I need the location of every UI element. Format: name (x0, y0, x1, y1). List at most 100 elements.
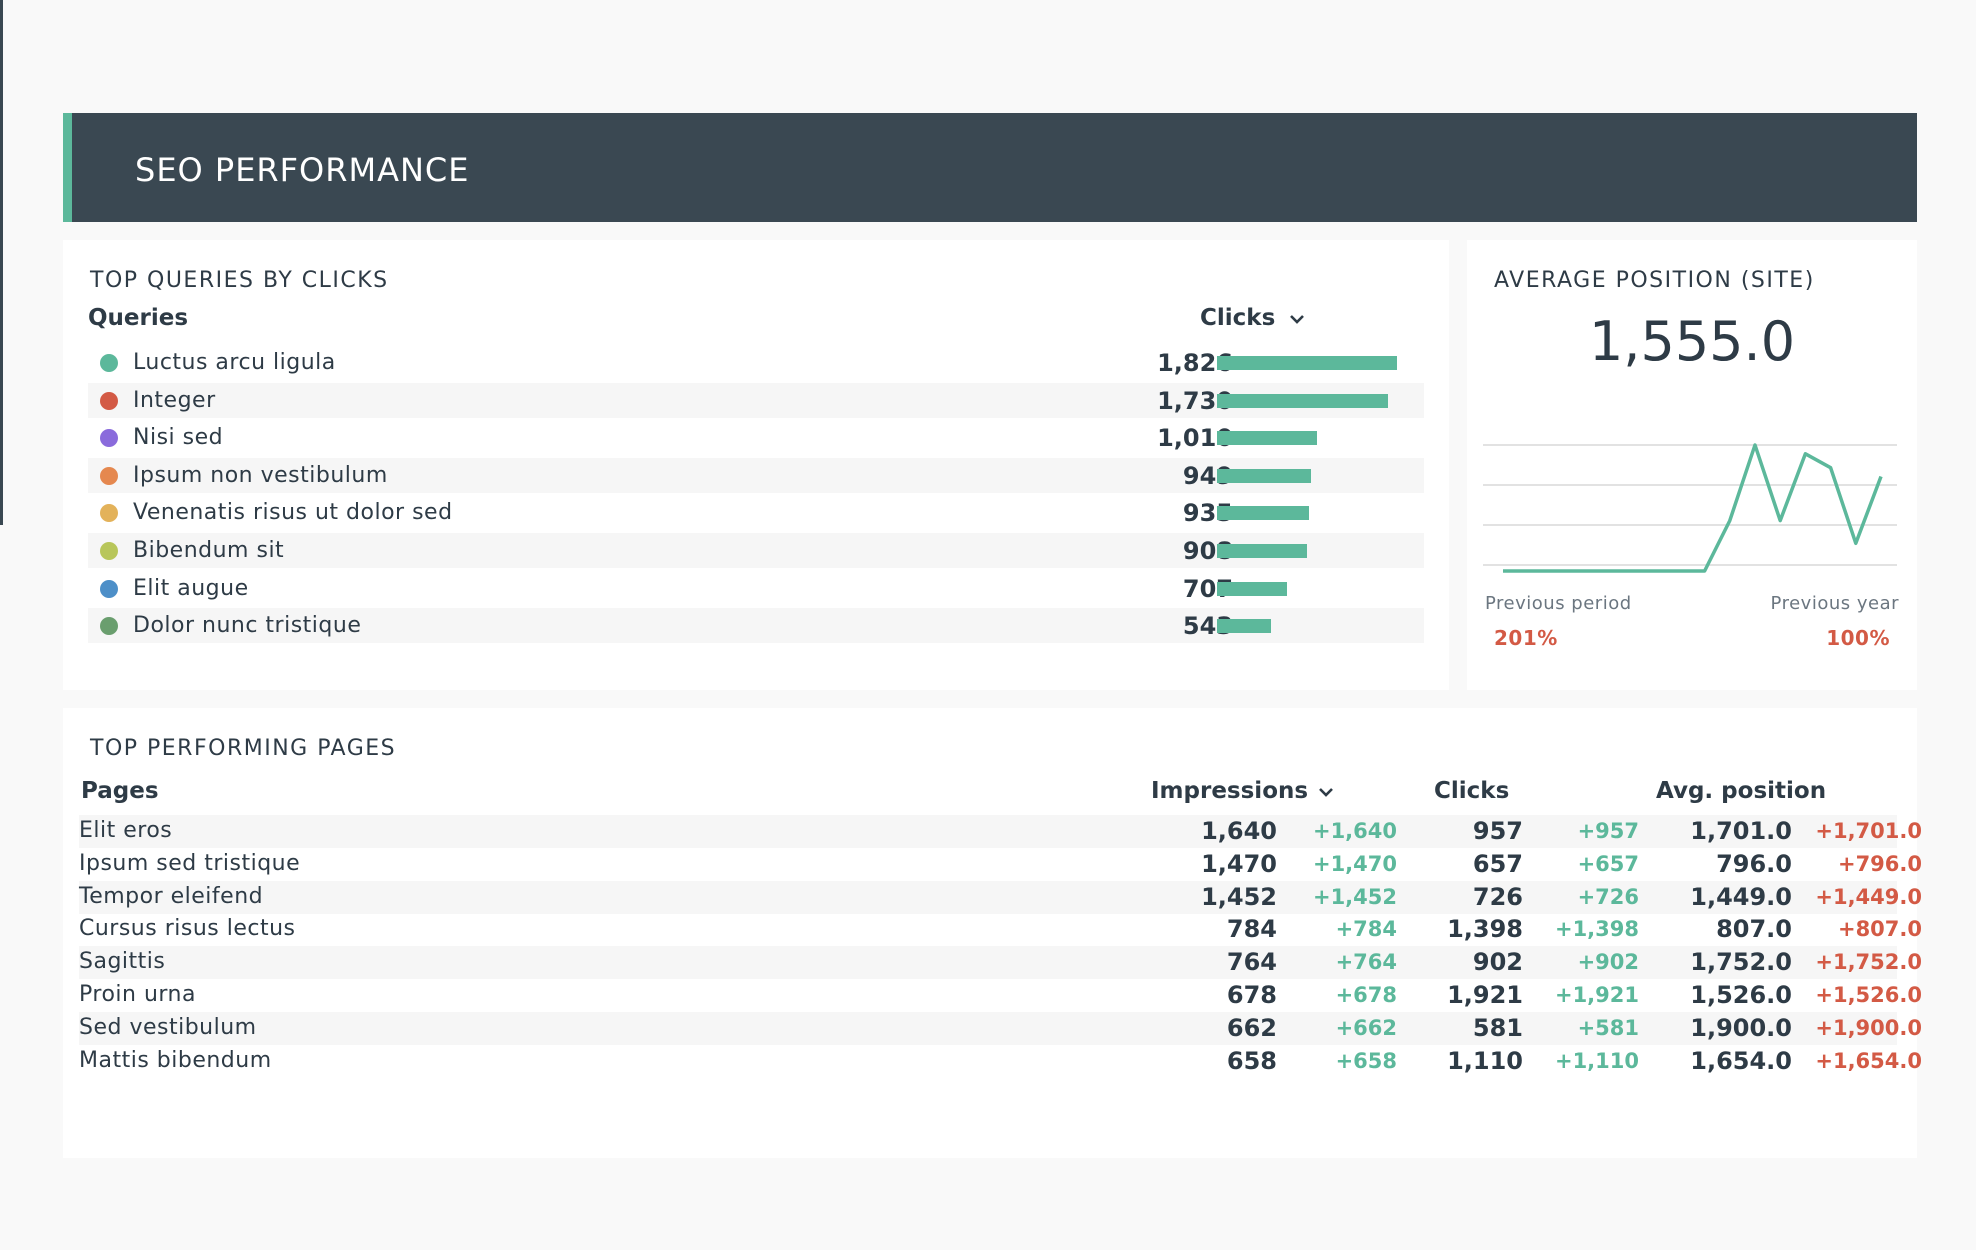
series-dot (100, 354, 118, 372)
clicks-column-header[interactable]: Clicks (1434, 778, 1510, 804)
page-row[interactable]: Proin urna 678 +678 1,921 +1,921 1,526.0 +1,52… (79, 979, 1922, 1012)
pages-column-header: Pages (81, 778, 159, 804)
impressions-value: 1,640 (1201, 817, 1277, 845)
query-clicks-bar (1217, 581, 1287, 596)
avg-position-value: 1,900.0 (1690, 1013, 1792, 1042)
impressions-sort-header[interactable]: Impressions (1151, 778, 1334, 804)
dashboard-title: SEO PERFORMANCE (135, 151, 470, 189)
avg-position-delta: +1,752.0 (1815, 950, 1922, 975)
avg-position-delta: +1,449.0 (1815, 884, 1922, 909)
avg-position-delta: +1,701.0 (1815, 819, 1922, 843)
impressions-value: 678 (1226, 981, 1277, 1009)
query-row[interactable]: Dolor nunc tristique 543 (88, 608, 1424, 644)
query-label: Dolor nunc tristique (133, 613, 362, 639)
clicks-column-label: Clicks (1200, 305, 1276, 331)
left-edge-bar (0, 0, 3, 525)
impressions-delta: +662 (1335, 1015, 1397, 1040)
avg-position-column-header[interactable]: Avg. position (1656, 778, 1827, 804)
impressions-value: 658 (1226, 1046, 1277, 1075)
series-dot (100, 429, 118, 448)
query-clicks-bar (1217, 544, 1307, 558)
impressions-value: 764 (1226, 948, 1277, 977)
dashboard-header: SEO PERFORMANCE (63, 113, 1917, 222)
impressions-value: 662 (1226, 1013, 1277, 1042)
avg-position-value: 1,526.0 (1690, 981, 1792, 1009)
page-label: Sed vestibulum (79, 1014, 257, 1040)
query-row[interactable]: Bibendum sit 908 (88, 533, 1424, 568)
avg-position-value: 1,701.0 (1690, 817, 1792, 845)
page-row[interactable]: Elit eros 1,640 +1,640 957 +957 1,701.0 +1,701… (79, 815, 1922, 848)
clicks-delta: +902 (1577, 950, 1639, 975)
series-dot (100, 579, 118, 598)
previous-year-value: 100% (1826, 626, 1890, 650)
query-label: Elit augue (133, 575, 249, 601)
impressions-value: 1,470 (1201, 849, 1277, 878)
query-row[interactable]: Ipsum non vestibulum 949 (88, 457, 1424, 493)
series-dot (100, 466, 118, 485)
clicks-value: 1,921 (1447, 981, 1523, 1009)
series-dot (100, 391, 118, 410)
page-row[interactable]: Sagittis 764 +764 902 +902 1,752.0 +1,752.0 (79, 946, 1922, 980)
series-dot (100, 504, 118, 523)
query-clicks-bar (1217, 356, 1397, 370)
avg-position-value: 796.0 (1716, 849, 1792, 878)
query-row[interactable]: Venenatis risus ut dolor sed 935 (88, 495, 1424, 530)
query-clicks-bar (1217, 468, 1311, 483)
clicks-delta: +726 (1577, 884, 1639, 909)
impressions-value: 784 (1226, 915, 1277, 944)
clicks-delta: +1,398 (1554, 917, 1639, 942)
impressions-delta: +1,640 (1312, 819, 1397, 843)
page-row[interactable]: Tempor eleifend 1,452 +1,452 726 +726 1,449.0… (79, 880, 1922, 914)
page-label: Mattis bibendum (79, 1047, 272, 1073)
series-dot (100, 617, 118, 636)
page-row[interactable]: Mattis bibendum 658 +658 1,110 +1,110 1,654.0… (79, 1045, 1922, 1078)
clicks-value: 1,110 (1447, 1046, 1523, 1075)
query-row[interactable]: Luctus arcu ligula 1,826 (88, 345, 1424, 380)
previous-period-label: Previous period (1485, 593, 1632, 614)
page-label: Proin urna (79, 982, 196, 1007)
query-row[interactable]: Nisi sed 1,010 (88, 420, 1424, 455)
impressions-delta: +1,452 (1312, 884, 1397, 909)
query-clicks-bar (1217, 506, 1310, 521)
page-row[interactable]: Ipsum sed tristique 1,470 +1,470 657 +657 796… (79, 848, 1922, 881)
average-position-widget: AVERAGE POSITION (SITE) 1,555.0 Previous… (1467, 240, 1917, 690)
top-pages-widget: TOP PERFORMING PAGES Pages Impressions C… (63, 708, 1922, 1158)
page-label: Cursus risus lectus (79, 916, 296, 942)
clicks-delta: +1,921 (1554, 983, 1639, 1007)
page-label: Ipsum sed tristique (79, 850, 301, 876)
page-row[interactable]: Sed vestibulum 662 +662 581 +581 1,900.0 +1,90… (79, 1011, 1922, 1045)
query-label: Bibendum sit (133, 538, 285, 563)
series-dot (100, 542, 118, 560)
avg-position-value: 1,752.0 (1690, 948, 1792, 977)
page-label: Tempor eleifend (79, 883, 264, 909)
chevron-down-icon (1290, 314, 1305, 324)
avg-position-delta: +807.0 (1837, 917, 1922, 942)
clicks-value: 1,398 (1447, 915, 1523, 944)
impressions-delta: +678 (1335, 983, 1397, 1007)
query-label: Integer (133, 387, 216, 413)
avg-position-value: 1,449.0 (1690, 882, 1792, 911)
top-pages-title: TOP PERFORMING PAGES (90, 736, 397, 761)
page-row[interactable]: Cursus risus lectus 784 +784 1,398 +1,398 807… (79, 913, 1922, 946)
avg-position-delta: +796.0 (1837, 851, 1922, 876)
avg-position-delta: +1,526.0 (1815, 983, 1922, 1007)
query-clicks-bar (1217, 393, 1388, 408)
top-queries-title: TOP QUERIES BY CLICKS (90, 268, 389, 293)
clicks-value: 726 (1472, 882, 1523, 911)
avg-position-value: 807.0 (1716, 915, 1792, 944)
avg-position-delta: +1,900.0 (1815, 1015, 1922, 1040)
query-clicks-bar (1217, 431, 1317, 446)
query-row[interactable]: Integer 1,730 (88, 382, 1424, 418)
clicks-sort-header[interactable]: Clicks (1200, 305, 1305, 331)
clicks-value: 957 (1472, 817, 1523, 845)
impressions-value: 1,452 (1201, 882, 1277, 911)
impressions-delta: +784 (1335, 917, 1397, 942)
impressions-delta: +1,470 (1312, 851, 1397, 876)
clicks-delta: +581 (1577, 1015, 1639, 1040)
previous-period-value: 201% (1494, 626, 1558, 650)
impressions-column-label: Impressions (1151, 778, 1309, 804)
avg-position-delta: +1,654.0 (1815, 1048, 1922, 1073)
chevron-down-icon (1319, 787, 1333, 797)
top-queries-widget: TOP QUERIES BY CLICKS Queries Clicks Luc… (63, 240, 1449, 690)
query-row[interactable]: Elit augue 707 (88, 571, 1424, 606)
